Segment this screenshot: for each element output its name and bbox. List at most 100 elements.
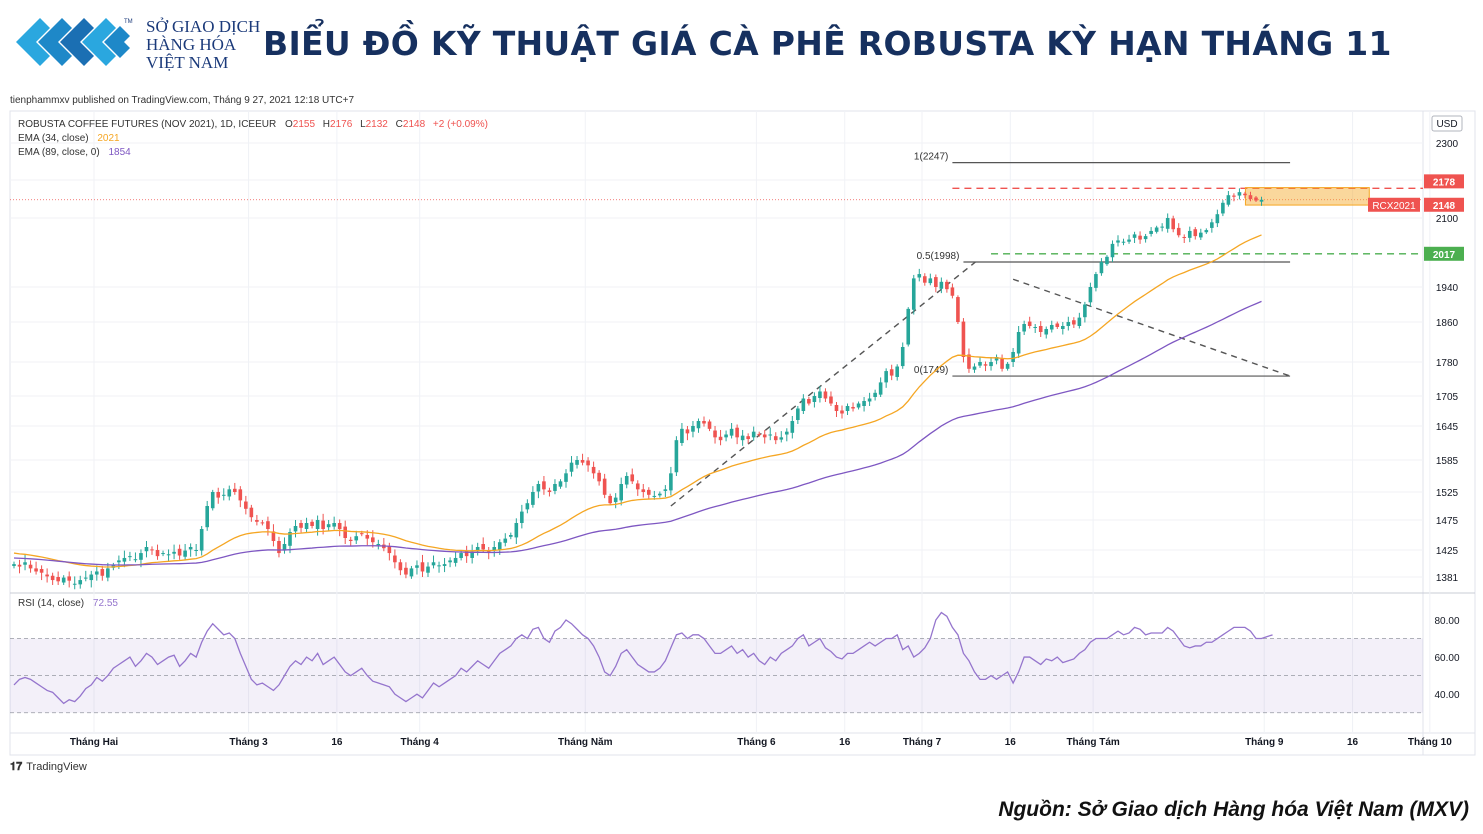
y-tick-label: 1780 xyxy=(1436,358,1459,369)
fib-level-label: 0.5(1998) xyxy=(917,251,960,262)
candle-body xyxy=(321,520,325,529)
candle-body xyxy=(702,421,706,424)
candle-body xyxy=(773,436,778,441)
candle-body xyxy=(762,434,767,438)
candle-body xyxy=(1193,229,1198,237)
y-tick-label: 1381 xyxy=(1436,573,1459,584)
currency-badge[interactable] xyxy=(1431,115,1463,132)
candle-body xyxy=(1077,317,1082,326)
candle-body xyxy=(1116,240,1120,243)
candle-body xyxy=(569,462,574,472)
candle-body xyxy=(856,403,861,408)
candle-body xyxy=(652,495,657,497)
candle-body xyxy=(956,297,960,322)
candle-body xyxy=(900,347,905,367)
candle-body xyxy=(72,583,77,585)
candle-body xyxy=(911,278,916,310)
candle-body xyxy=(150,549,154,551)
candle-body xyxy=(917,274,922,278)
candle-body xyxy=(608,495,612,504)
y-tick-label: 1645 xyxy=(1436,422,1459,433)
candle-body xyxy=(658,493,662,496)
candle-body xyxy=(470,551,474,558)
candle-body xyxy=(796,408,800,420)
candle-body xyxy=(939,281,944,289)
candle-body xyxy=(244,501,248,509)
candle-body xyxy=(779,437,784,440)
y-tick-label: 2300 xyxy=(1436,139,1459,150)
candle-body xyxy=(299,523,303,528)
candle-body xyxy=(122,557,127,562)
candle-body xyxy=(431,562,436,566)
x-tick-label: Tháng 7 xyxy=(903,737,942,748)
candle-body xyxy=(503,538,508,543)
candle-body xyxy=(807,399,811,404)
candle-body xyxy=(1176,227,1181,236)
candle-body xyxy=(1215,214,1220,224)
candle-body xyxy=(271,531,276,541)
candle-body xyxy=(558,481,563,487)
candle-body xyxy=(155,550,160,557)
candle-body xyxy=(580,460,585,463)
candle-body xyxy=(1055,323,1060,327)
candle-body xyxy=(923,276,927,283)
trend-line xyxy=(1012,278,1291,377)
candle-body xyxy=(564,473,568,482)
candle-body xyxy=(359,533,364,535)
candle-body xyxy=(1121,241,1126,243)
candle-body xyxy=(1105,256,1109,265)
candle-body xyxy=(23,562,27,565)
candle-body xyxy=(740,435,745,441)
candle-body xyxy=(1259,199,1264,202)
candle-body xyxy=(696,421,701,429)
candle-body xyxy=(647,489,651,495)
candle-body xyxy=(497,542,502,550)
candle-body xyxy=(536,484,541,492)
candle-body xyxy=(613,497,618,503)
candle-body xyxy=(1033,327,1037,328)
candle-body xyxy=(624,476,629,485)
x-tick-label: Tháng Năm xyxy=(558,737,613,748)
currency-label: USD xyxy=(1436,119,1457,130)
candle-body xyxy=(1237,192,1242,196)
fib-level-label: 1(2247) xyxy=(914,152,948,163)
y-tick-label: 1525 xyxy=(1436,488,1459,499)
x-tick-label: Tháng Tám xyxy=(1066,737,1119,748)
candle-body xyxy=(641,489,646,492)
candle-body xyxy=(531,492,535,505)
candle-body xyxy=(34,568,38,572)
ema89-line xyxy=(13,300,1262,566)
candle-body xyxy=(61,577,66,583)
candle-body xyxy=(889,369,894,376)
candle-body xyxy=(1099,261,1104,274)
candle-body xyxy=(669,473,673,491)
candle-body xyxy=(1083,304,1087,318)
candle-body xyxy=(1049,325,1054,330)
candle-body xyxy=(354,536,359,541)
y-tick-label: 1940 xyxy=(1436,283,1459,294)
rsi-tick-label: 80.00 xyxy=(1434,616,1459,627)
candle-body xyxy=(199,529,204,551)
price-tag-label: 2148 xyxy=(1433,201,1456,212)
tradingview-logo: 𝟏𝟕 TradingView xyxy=(10,761,87,773)
candle-body xyxy=(442,564,447,566)
candle-body xyxy=(50,575,55,581)
candle-body xyxy=(100,569,105,576)
candle-body xyxy=(994,357,999,361)
candle-body xyxy=(1110,243,1115,258)
candle-body xyxy=(829,396,833,404)
rsi-line xyxy=(13,611,1273,705)
candle-body xyxy=(1011,352,1015,362)
candle-body xyxy=(172,551,176,554)
candle-body xyxy=(464,550,469,557)
x-tick-label: Tháng 9 xyxy=(1245,737,1284,748)
x-tick-label: 16 xyxy=(1347,737,1359,748)
rsi-legend: RSI (14, close) 72.55 xyxy=(18,598,118,609)
candle-body xyxy=(1154,227,1159,232)
candle-body xyxy=(481,544,485,550)
candle-body xyxy=(597,472,601,482)
org-line-3: VIỆT NAM xyxy=(146,53,229,72)
candle-body xyxy=(106,568,110,578)
candle-body xyxy=(448,560,452,563)
candle-body xyxy=(1143,236,1148,240)
